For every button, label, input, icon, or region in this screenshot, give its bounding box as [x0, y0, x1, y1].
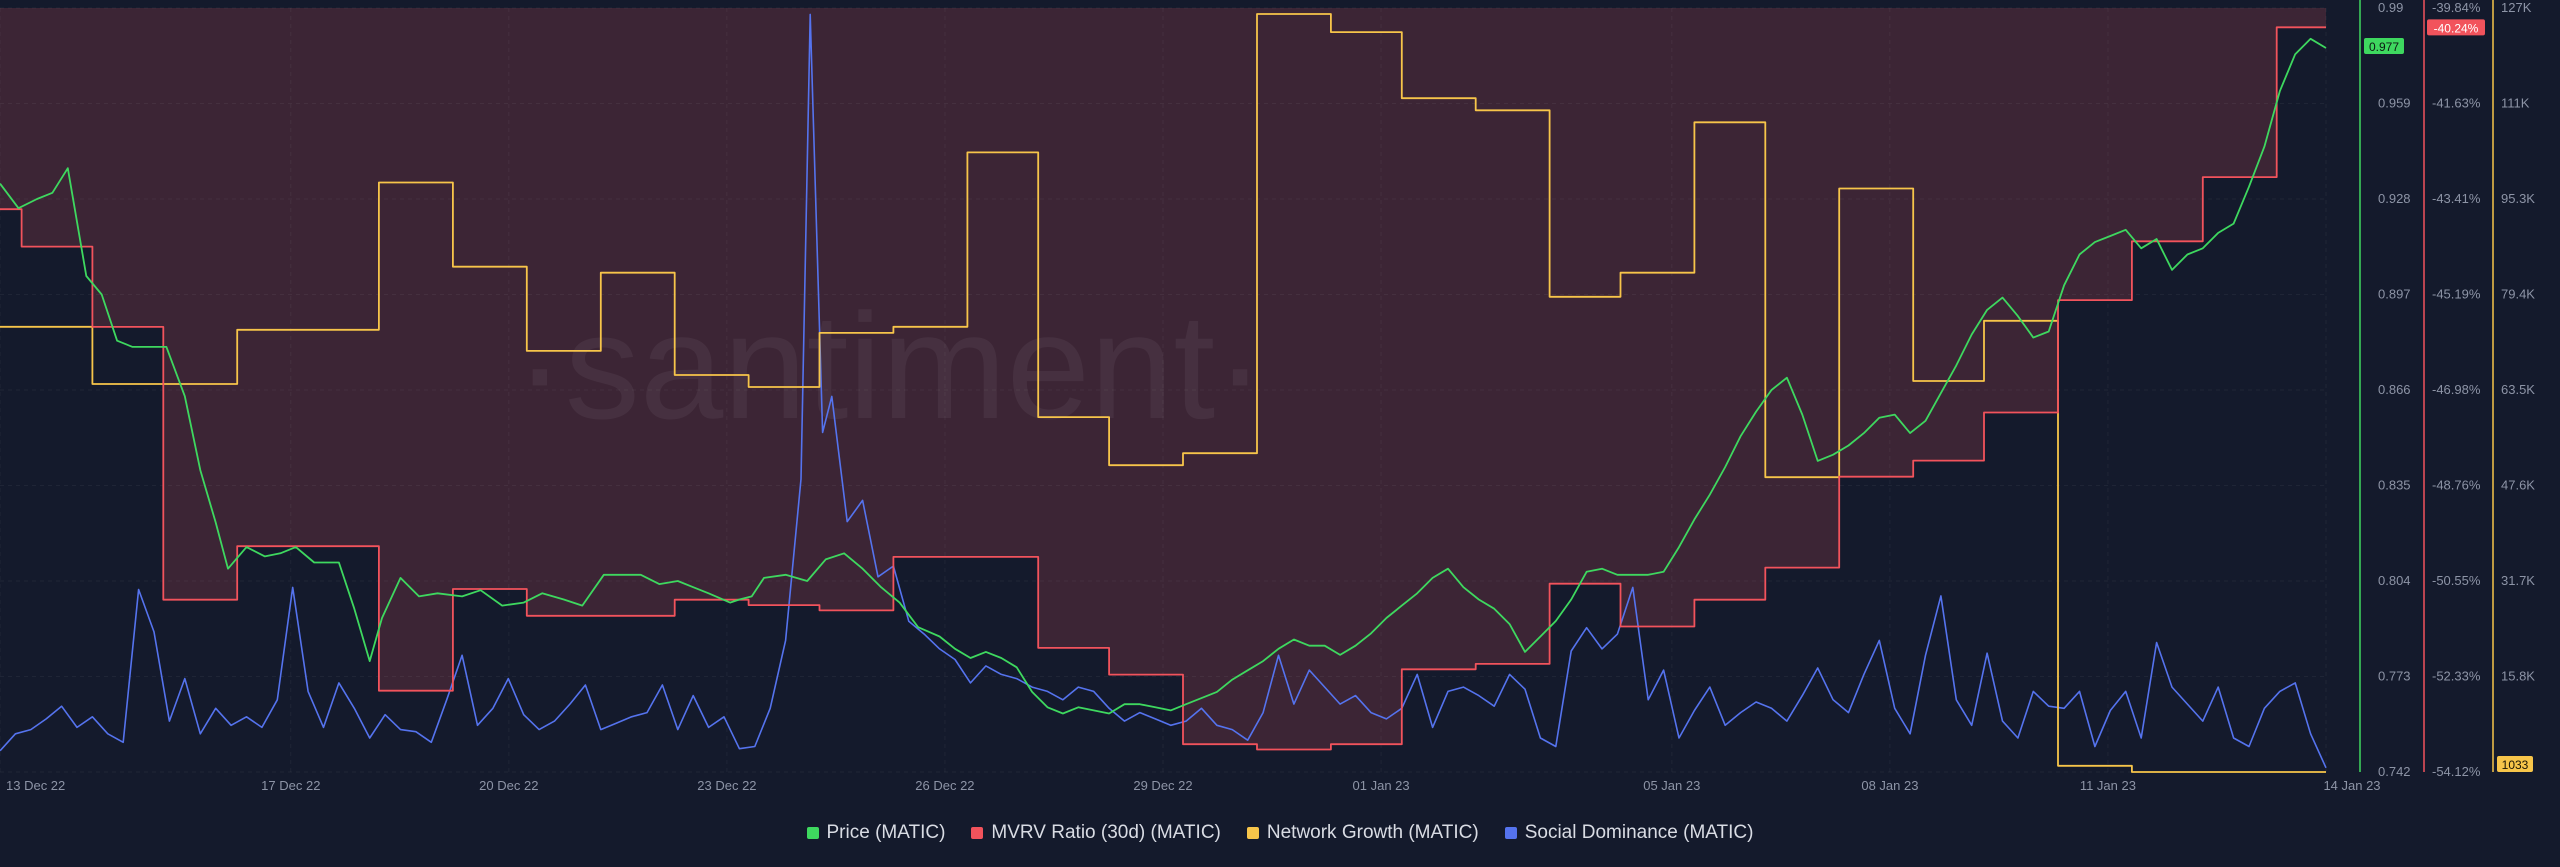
x-tick-label: 13 Dec 22: [6, 778, 65, 793]
axis-tick-mvrv: -50.55%: [2432, 573, 2481, 588]
x-tick-label: 29 Dec 22: [1133, 778, 1192, 793]
axis-tick-price: 0.99: [2378, 0, 2403, 15]
x-tick-label: 14 Jan 23: [2323, 778, 2380, 793]
badge-bg-network: [2497, 756, 2533, 772]
legend-item-social[interactable]: Social Dominance (MATIC): [1504, 822, 1754, 844]
legend-item-mvrv[interactable]: MVRV Ratio (30d) (MATIC): [971, 822, 1221, 844]
x-tick-label: 23 Dec 22: [697, 778, 756, 793]
legend-label-price: Price (MATIC): [826, 822, 946, 843]
axis-tick-network: 31.7K: [2501, 573, 2535, 588]
axis-tick-mvrv: -39.84%: [2432, 0, 2481, 15]
series-line-social: [0, 13, 2327, 769]
grid: [0, 7, 2327, 773]
axis-tick-mvrv: -48.76%: [2432, 478, 2481, 493]
badge-mvrv: -40.24%: [2427, 19, 2485, 36]
axis-tick-mvrv: -46.98%: [2432, 382, 2481, 397]
legend: Price (MATIC) MVRV Ratio (30d) (MATIC) N…: [0, 818, 2560, 848]
series-line-mvrv: [0, 26, 2326, 751]
series-line-network: [0, 13, 2326, 773]
axis-tick-mvrv: -43.41%: [2432, 191, 2481, 206]
axis-tick-price: 0.866: [2378, 382, 2411, 397]
x-tick-label: 17 Dec 22: [261, 778, 320, 793]
axis-tick-network: 15.8K: [2501, 669, 2535, 684]
badge-bg-mvrv: [2427, 19, 2485, 36]
legend-label-social: Social Dominance (MATIC): [1524, 822, 1754, 843]
mvrv-fill-area: [0, 8, 2326, 750]
x-tick-label: 08 Jan 23: [1861, 778, 1918, 793]
axis-tick-network: 95.3K: [2501, 191, 2535, 206]
x-axis-ticks: 13 Dec 22 17 Dec 22 20 Dec 22 23 Dec 22 26 D…: [6, 778, 2381, 793]
series-line-price: [0, 37, 2327, 715]
axis-tick-network: 63.5K: [2501, 382, 2535, 397]
axes-layer: 0.99 0.959 0.928 0.897 0.866 0.835 0.804 0.773 0…: [2359, 0, 2535, 779]
axis-tick-price: 0.928: [2378, 191, 2411, 206]
axis-tick-price: 0.742: [2378, 764, 2411, 779]
badge-network: 1033: [2497, 756, 2533, 772]
x-tick-label: 11 Jan 23: [2080, 778, 2136, 793]
santiment-watermark: ·santiment·: [515, 282, 1265, 450]
axis-tick-mvrv: -54.12%: [2432, 764, 2481, 779]
legend-swatch-price: [806, 827, 819, 839]
legend-swatch-network: [1246, 827, 1259, 839]
axis-tick-mvrv: -45.19%: [2432, 287, 2481, 302]
badge-text-network: 1033: [2502, 758, 2529, 772]
x-tick-label: 01 Jan 23: [1353, 778, 1410, 793]
badge-price: 0.977: [2364, 38, 2404, 55]
axis-tick-network: 111K: [2501, 96, 2530, 111]
badge-bg-price: [2364, 38, 2404, 55]
axis-tick-price: 0.804: [2378, 573, 2411, 588]
legend-swatch-social: [1504, 827, 1517, 839]
legend-item-price[interactable]: Price (MATIC): [806, 822, 946, 844]
axis-tick-price: 0.835: [2378, 478, 2411, 493]
axis-tick-mvrv: -41.63%: [2432, 96, 2481, 111]
x-tick-label: 26 Dec 22: [915, 778, 974, 793]
series-layer: [0, 13, 2327, 773]
axis-tick-price: 0.959: [2378, 96, 2411, 111]
x-tick-label: 20 Dec 22: [479, 778, 538, 793]
badge-text-mvrv: -40.24%: [2434, 21, 2479, 35]
axis-tick-network: 79.4K: [2501, 287, 2535, 302]
legend-item-network[interactable]: Network Growth (MATIC): [1246, 822, 1479, 844]
axis-tick-network: 47.6K: [2501, 478, 2535, 493]
legend-label-network: Network Growth (MATIC): [1266, 822, 1479, 843]
axis-tick-price: 0.773: [2378, 669, 2411, 684]
badge-text-price: 0.977: [2369, 40, 2399, 54]
legend-label-mvrv: MVRV Ratio (30d) (MATIC): [991, 822, 1221, 843]
axis-tick-mvrv: -52.33%: [2432, 669, 2481, 684]
x-tick-label: 05 Jan 23: [1643, 778, 1700, 793]
axis-tick-network: 127K: [2501, 0, 2532, 15]
legend-swatch-mvrv: [971, 827, 984, 839]
axis-tick-price: 0.897: [2378, 287, 2411, 302]
